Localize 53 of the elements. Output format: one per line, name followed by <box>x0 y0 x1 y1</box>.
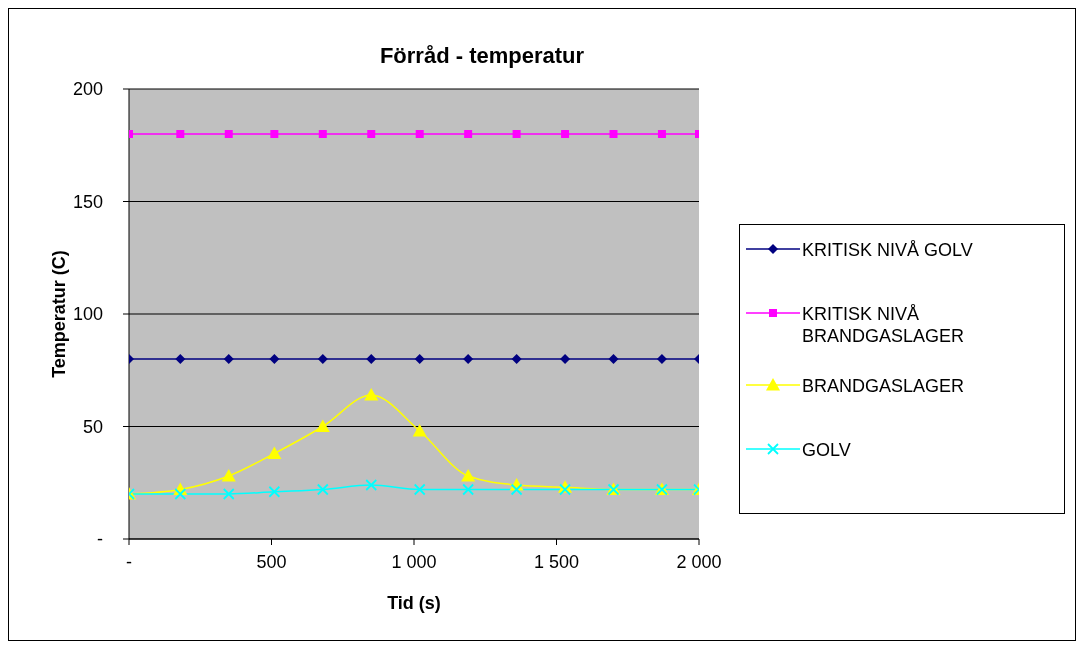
point <box>175 354 186 364</box>
point <box>561 130 570 138</box>
point <box>318 130 327 138</box>
point <box>222 488 235 500</box>
legend-label: GOLV <box>802 439 851 461</box>
point <box>608 354 619 364</box>
point <box>462 483 475 496</box>
point <box>463 354 474 364</box>
point <box>366 354 377 364</box>
point <box>656 354 667 364</box>
x-tick-label: 1 500 <box>533 551 580 572</box>
point <box>461 469 476 482</box>
y-tick-label: 150 <box>72 191 103 212</box>
point <box>223 354 234 364</box>
x-tick-label: 500 <box>256 551 287 572</box>
point <box>512 130 521 138</box>
y-axis-title: Temperatur (C) <box>49 250 70 378</box>
point <box>510 483 523 496</box>
point <box>224 130 233 138</box>
point <box>414 354 425 364</box>
chart-title: Förråd - temperatur <box>378 43 586 69</box>
point <box>267 446 282 459</box>
point <box>270 130 279 138</box>
point <box>316 483 329 496</box>
point <box>413 483 426 496</box>
point <box>315 419 330 432</box>
point <box>367 130 376 138</box>
y-tick-label: 100 <box>72 304 103 325</box>
x-tick-label: - <box>126 551 132 572</box>
point <box>221 469 236 482</box>
x-tick-label: 1 000 <box>391 551 437 572</box>
x-tick-label: 2 000 <box>676 551 722 572</box>
point <box>464 130 473 138</box>
y-tick-label: 50 <box>82 416 103 437</box>
point <box>609 130 618 138</box>
point <box>365 479 378 491</box>
point <box>511 354 522 364</box>
point <box>317 354 328 364</box>
y-tick-label: 200 <box>72 79 103 100</box>
point <box>412 424 427 437</box>
point <box>269 354 280 364</box>
point <box>415 130 424 138</box>
point <box>174 488 187 500</box>
point <box>268 485 281 498</box>
legend-label: KRITISK NIVÅ GOLV <box>802 239 973 261</box>
point <box>176 130 185 138</box>
y-tick-label: - <box>97 529 103 550</box>
point <box>364 388 379 401</box>
legend-label: KRITISK NIVÅ BRANDGASLAGER <box>802 303 966 347</box>
legend-label: BRANDGASLAGER <box>802 375 965 397</box>
point <box>657 130 666 138</box>
point <box>560 354 571 364</box>
x-axis-title: Tid (s) <box>387 593 441 613</box>
